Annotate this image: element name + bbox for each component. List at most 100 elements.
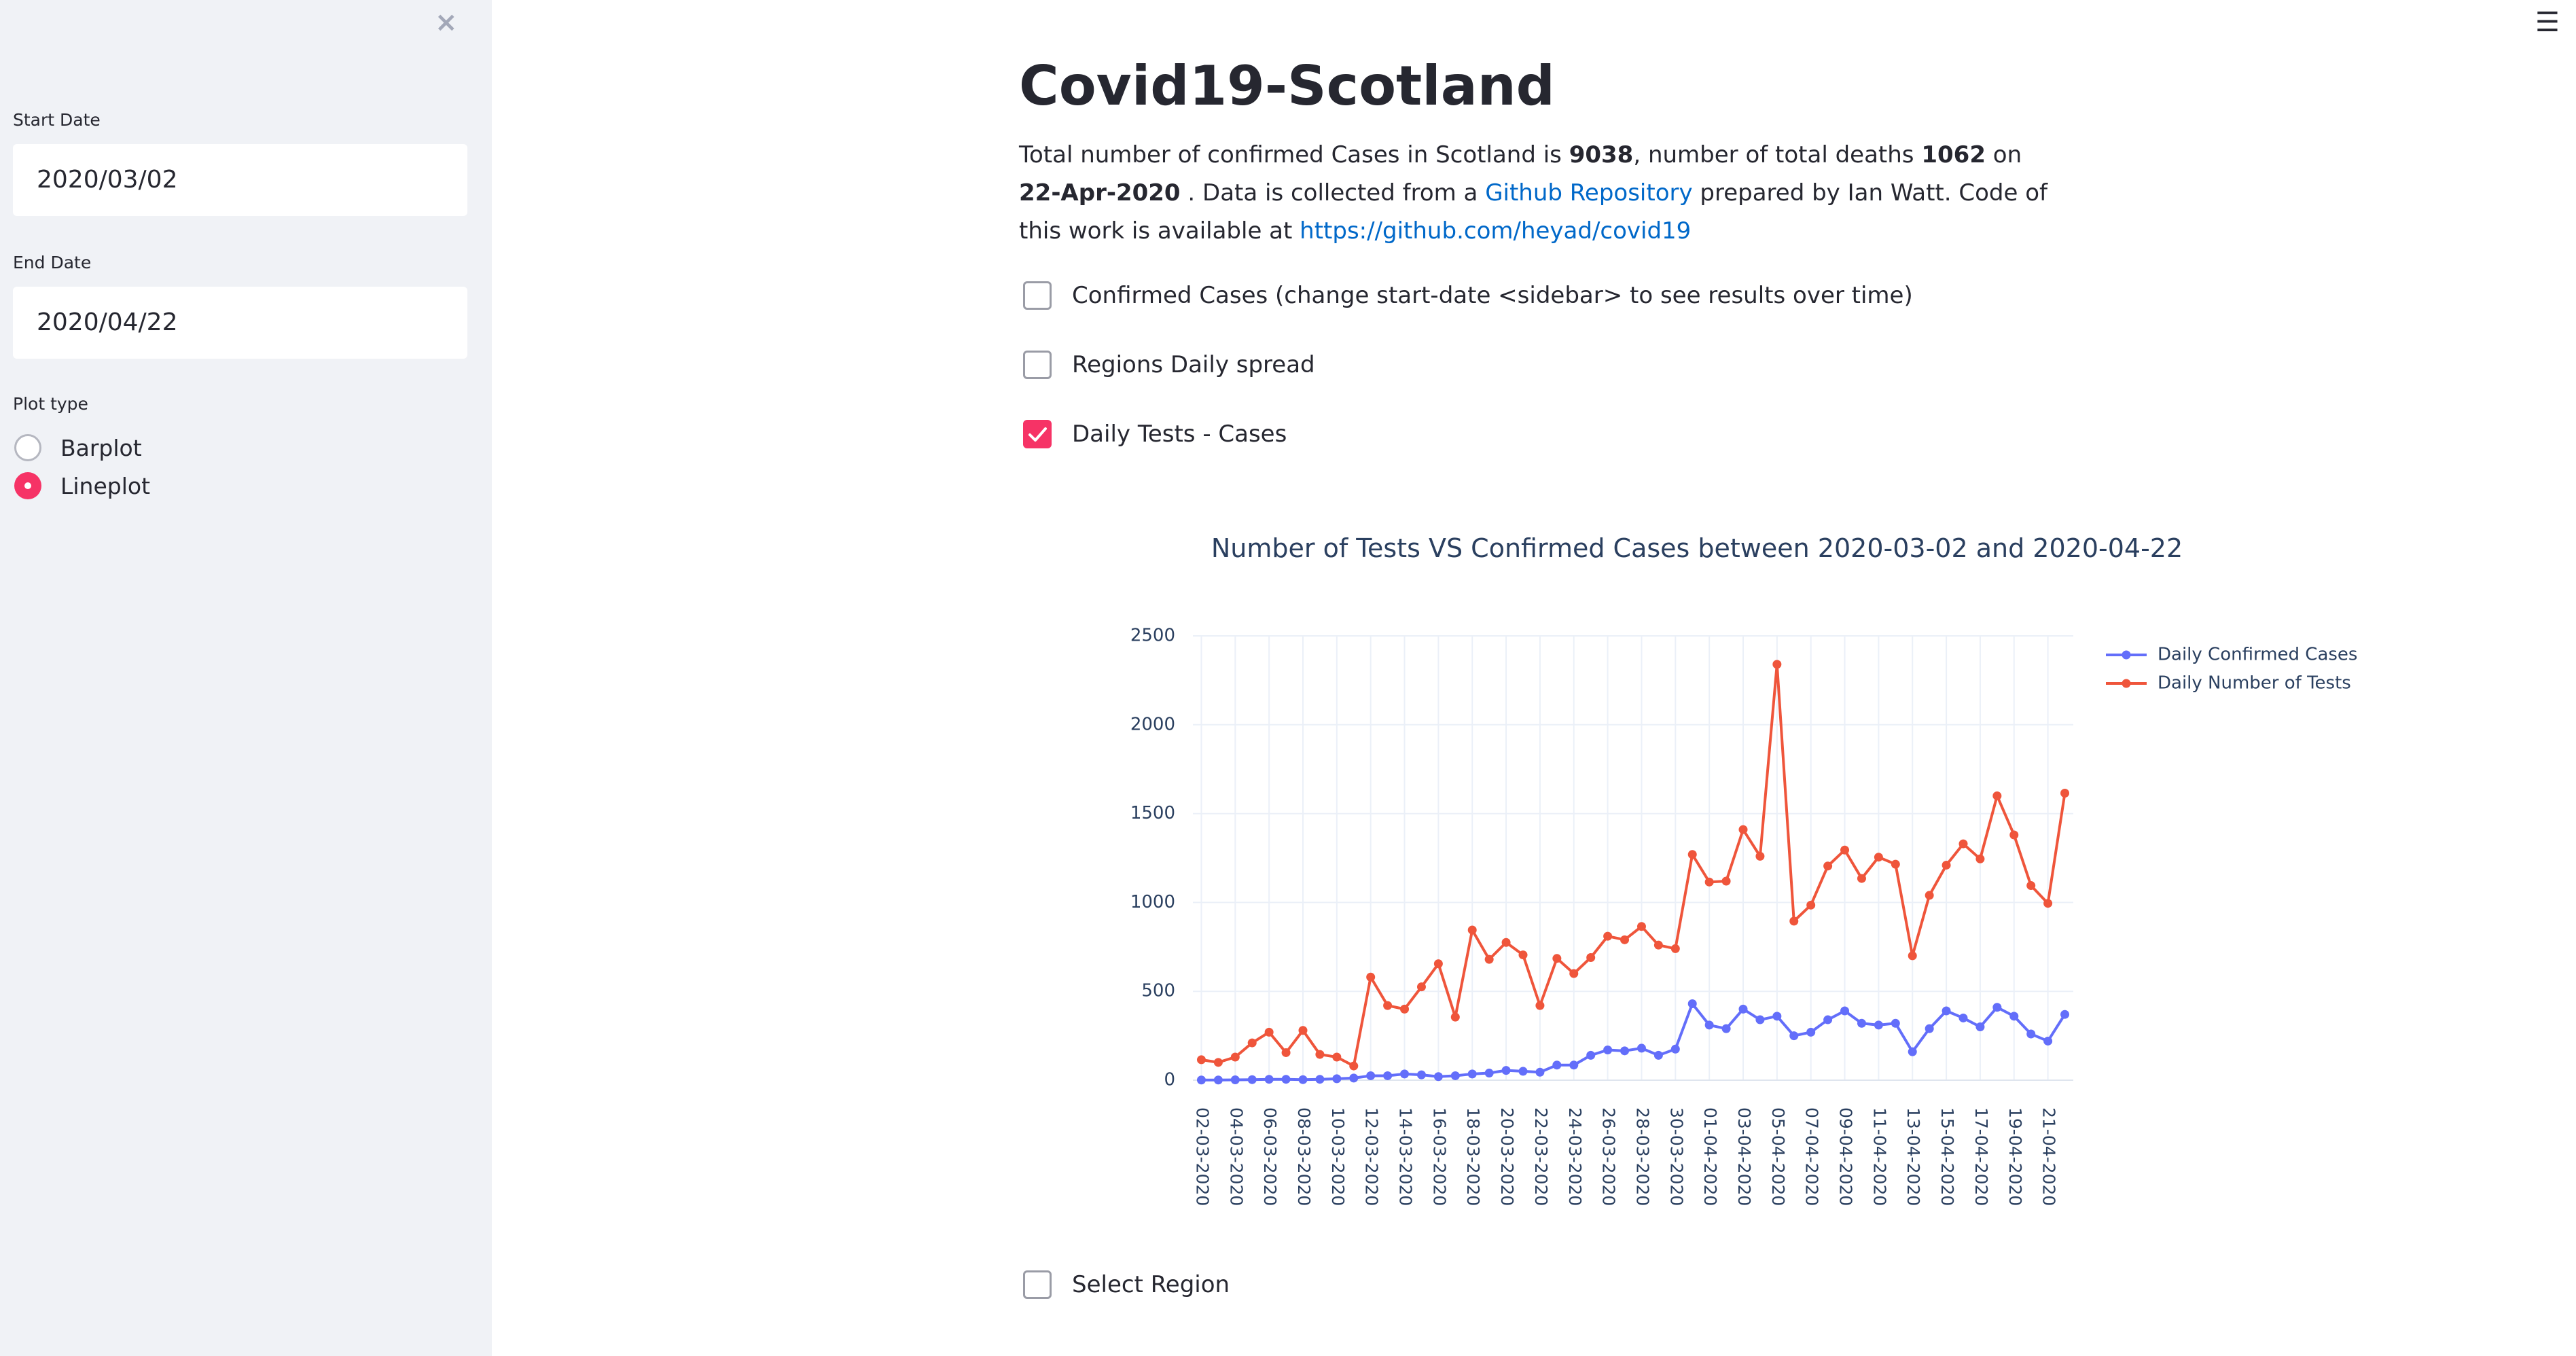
y-axis-ticks: 0 500 1000 1500 2000 2500 — [1130, 626, 1175, 1090]
daily-confirmed-cases-point — [1247, 1075, 1257, 1084]
daily-confirmed-cases-point — [1230, 1075, 1240, 1084]
daily-number-of-tests-point — [1450, 1012, 1460, 1022]
y-tick-label: 1500 — [1130, 803, 1175, 823]
chart-title: Number of Tests VS Confirmed Cases betwe… — [1211, 533, 2183, 563]
x-tick-label: 28-03-2020 — [1632, 1107, 1652, 1206]
x-tick-label: 20-03-2020 — [1497, 1107, 1517, 1206]
daily-confirmed-cases-point — [1501, 1066, 1511, 1075]
checkbox-confirmed-cases-box[interactable] — [1023, 281, 1052, 310]
total-cases-value: 9038 — [1569, 141, 1634, 168]
daily-confirmed-cases-point — [1383, 1071, 1393, 1080]
checkbox-regions-daily-box[interactable] — [1023, 351, 1052, 379]
close-sidebar-icon[interactable]: × — [435, 7, 458, 38]
x-tick-label: 30-03-2020 — [1666, 1107, 1686, 1206]
radio-lineplot-label: Lineplot — [60, 472, 151, 499]
daily-confirmed-cases-point — [2009, 1012, 2019, 1021]
x-tick-label: 18-03-2020 — [1463, 1107, 1483, 1206]
hamburger-menu-icon[interactable]: ☰ — [2535, 7, 2560, 38]
daily-number-of-tests-point — [1264, 1027, 1274, 1037]
daily-confirmed-cases-point — [1687, 999, 1697, 1009]
daily-number-of-tests-point — [1349, 1061, 1359, 1071]
daily-confirmed-cases-point — [1789, 1031, 1799, 1041]
daily-confirmed-cases-point — [1569, 1060, 1579, 1070]
daily-confirmed-cases-point — [1704, 1020, 1714, 1030]
daily-number-of-tests-point — [1891, 859, 1900, 869]
radio-barplot-circle[interactable] — [14, 434, 41, 461]
intro-text-1: Total number of confirmed Cases in Scotl… — [1019, 141, 1569, 168]
daily-confirmed-cases-point — [2043, 1036, 2053, 1046]
daily-number-of-tests-point — [1925, 891, 1934, 900]
checkbox-select-region-box[interactable] — [1023, 1270, 1052, 1299]
daily-confirmed-cases-point — [1603, 1046, 1613, 1055]
intro-paragraph: Total number of confirmed Cases in Scotl… — [1019, 136, 2065, 250]
daily-number-of-tests-point — [2060, 789, 2070, 798]
daily-confirmed-cases-point — [1281, 1075, 1291, 1084]
daily-confirmed-cases-point — [1416, 1070, 1426, 1080]
github-repository-link[interactable]: Github Repository — [1485, 179, 1693, 207]
daily-number-of-tests-point — [1247, 1038, 1257, 1048]
start-date-label: Start Date — [13, 110, 101, 130]
code-url-link[interactable]: https://github.com/heyad/covid19 — [1300, 217, 1692, 245]
daily-number-of-tests-line — [1201, 662, 2067, 1068]
sidebar: × Start Date 2020/03/02 End Date 2020/04… — [0, 0, 492, 1356]
daily-confirmed-cases-point — [1840, 1006, 1850, 1016]
checkbox-regions-daily-label: Regions Daily spread — [1072, 351, 1315, 378]
x-tick-label: 19-04-2020 — [2005, 1107, 2025, 1206]
daily-confirmed-cases-point — [1670, 1044, 1680, 1054]
y-tick-label: 0 — [1164, 1070, 1175, 1090]
daily-number-of-tests-point — [1857, 874, 1866, 883]
daily-number-of-tests-point — [1433, 959, 1443, 969]
daily-number-of-tests-point — [1230, 1052, 1240, 1062]
daily-number-of-tests-point — [1416, 982, 1426, 992]
chart-legend[interactable]: Daily Confirmed Cases Daily Number of Tes… — [2106, 645, 2357, 694]
x-tick-label: 13-04-2020 — [1903, 1107, 1923, 1206]
daily-confirmed-cases-point — [1196, 1075, 1206, 1085]
x-tick-label: 03-04-2020 — [1734, 1107, 1754, 1206]
daily-confirmed-cases-point — [1721, 1024, 1731, 1033]
daily-number-of-tests-point — [1213, 1058, 1223, 1067]
checkbox-daily-tests[interactable]: Daily Tests - Cases — [1023, 418, 1287, 450]
radio-lineplot-circle[interactable] — [14, 472, 41, 499]
intro-text-3: on — [1985, 141, 2022, 168]
plot-type-label: Plot type — [13, 394, 88, 414]
daily-number-of-tests-point — [1501, 938, 1511, 947]
intro-text-2: , number of total deaths — [1633, 141, 1922, 168]
daily-confirmed-cases-point — [1755, 1015, 1765, 1024]
x-tick-label: 01-04-2020 — [1700, 1107, 1720, 1206]
daily-number-of-tests-point — [1552, 954, 1562, 963]
checkbox-daily-tests-box[interactable] — [1023, 420, 1052, 448]
page-title: Covid19-Scotland — [1019, 54, 1555, 118]
daily-confirmed-cases-point — [1349, 1073, 1359, 1083]
daily-confirmed-cases-point — [1433, 1072, 1443, 1082]
radio-barplot[interactable]: Barplot — [14, 432, 142, 463]
legend-item-daily-confirmed-cases[interactable]: Daily Confirmed Cases — [2106, 645, 2357, 665]
end-date-input[interactable]: 2020/04/22 — [13, 287, 467, 359]
daily-number-of-tests-point — [1874, 853, 1883, 862]
daily-confirmed-cases-point — [1467, 1069, 1477, 1079]
legend-label: Daily Confirmed Cases — [2158, 645, 2357, 665]
intro-text-4: . Data is collected from a — [1180, 179, 1486, 207]
x-tick-label: 06-03-2020 — [1260, 1107, 1280, 1206]
x-tick-label: 11-04-2020 — [1870, 1107, 1889, 1206]
legend-swatch-marker — [2122, 679, 2131, 688]
end-date-label: End Date — [13, 253, 92, 272]
x-tick-label: 17-04-2020 — [1971, 1107, 1991, 1206]
daily-confirmed-cases-point — [1535, 1067, 1545, 1077]
checkbox-regions-daily[interactable]: Regions Daily spread — [1023, 349, 1315, 380]
daily-number-of-tests-point — [1383, 1001, 1393, 1010]
daily-number-of-tests-point — [1670, 944, 1680, 953]
daily-confirmed-cases-point — [1857, 1018, 1866, 1028]
daily-confirmed-cases-point — [1975, 1022, 1985, 1032]
radio-lineplot[interactable]: Lineplot — [14, 470, 150, 501]
legend-item-daily-number-of-tests[interactable]: Daily Number of Tests — [2106, 673, 2351, 694]
daily-confirmed-cases-point — [1958, 1013, 1968, 1022]
daily-confirmed-cases-point — [1450, 1071, 1460, 1080]
checkbox-confirmed-cases[interactable]: Confirmed Cases (change start-date <side… — [1023, 280, 1913, 311]
x-tick-label: 10-03-2020 — [1328, 1107, 1348, 1206]
daily-number-of-tests-point — [1975, 854, 1985, 863]
start-date-input[interactable]: 2020/03/02 — [13, 144, 467, 216]
daily-number-of-tests-point — [1603, 931, 1613, 941]
x-tick-label: 12-03-2020 — [1362, 1107, 1382, 1206]
x-tick-label: 16-03-2020 — [1429, 1107, 1449, 1206]
checkbox-select-region[interactable]: Select Region — [1023, 1269, 1230, 1300]
